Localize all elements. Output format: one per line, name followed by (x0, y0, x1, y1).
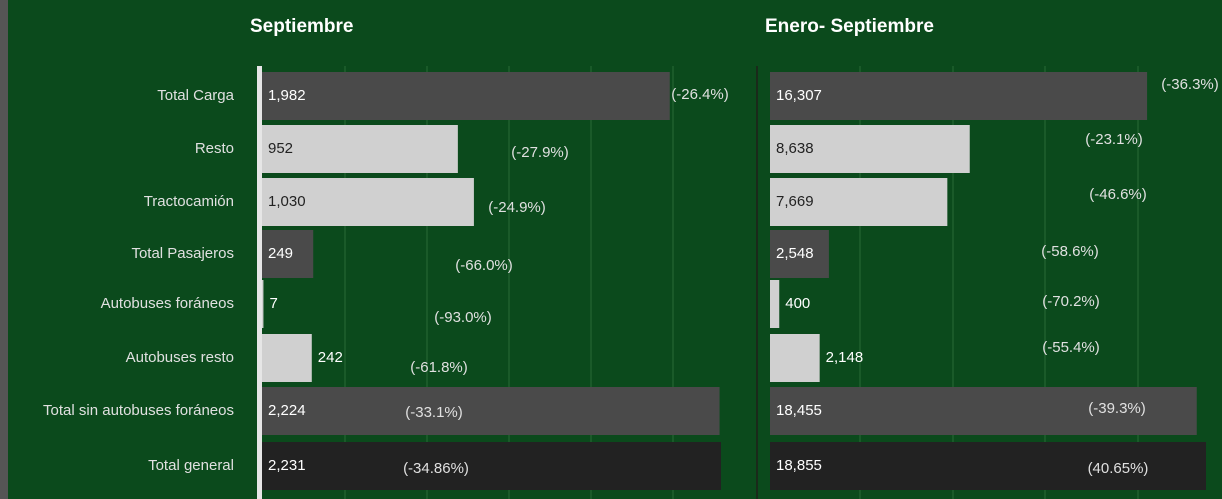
category-label: Total Pasajeros (131, 245, 234, 262)
value-label: 16,307 (776, 87, 822, 104)
change-label: (-70.2%) (1042, 293, 1100, 310)
value-label: 242 (318, 349, 343, 366)
change-label: (-26.4%) (671, 86, 729, 103)
bar (262, 334, 312, 382)
bar (262, 387, 720, 435)
change-label: (-66.0%) (455, 257, 513, 274)
bar (770, 387, 1197, 435)
change-label: (-23.1%) (1085, 131, 1143, 148)
value-label: 2,231 (268, 457, 306, 474)
bar (770, 72, 1148, 120)
value-label: 18,855 (776, 457, 822, 474)
value-label: 18,455 (776, 402, 822, 419)
change-label: (-24.9%) (488, 199, 546, 216)
panel-divider (756, 66, 758, 499)
value-label: 952 (268, 140, 293, 157)
value-label: 7,669 (776, 193, 814, 210)
category-label: Total general (148, 457, 234, 474)
axis-line (257, 66, 262, 499)
category-label: Resto (195, 140, 234, 157)
bar (770, 280, 780, 328)
change-label: (-61.8%) (410, 359, 468, 376)
change-label: (-55.4%) (1042, 339, 1100, 356)
change-label: (-58.6%) (1041, 243, 1099, 260)
bar (770, 334, 820, 382)
value-label: 2,548 (776, 245, 814, 262)
change-label: (-39.3%) (1088, 400, 1146, 417)
change-label: (-33.1%) (405, 404, 463, 421)
change-label: (-36.3%) (1161, 76, 1219, 93)
value-label: 2,148 (826, 349, 864, 366)
left-strip (0, 0, 8, 499)
change-label: (40.65%) (1088, 460, 1149, 477)
bar (770, 125, 970, 173)
value-label: 8,638 (776, 140, 814, 157)
value-label: 400 (785, 295, 810, 312)
bar (262, 178, 474, 226)
bar (770, 442, 1206, 490)
category-label: Total sin autobuses foráneos (43, 402, 234, 419)
bar (262, 230, 314, 278)
category-label: Autobuses foráneos (101, 295, 234, 312)
value-label: 2,224 (268, 402, 306, 419)
bar (262, 125, 458, 173)
category-label: Tractocamión (144, 193, 234, 210)
bar (770, 178, 948, 226)
bar (262, 442, 721, 490)
change-label: (-34.86%) (403, 460, 469, 477)
change-label: (-46.6%) (1089, 186, 1147, 203)
change-label: (-93.0%) (434, 309, 492, 326)
value-label: 1,982 (268, 87, 306, 104)
chart-title: Septiembre (250, 16, 353, 37)
bar (262, 72, 670, 120)
change-label: (-27.9%) (511, 144, 569, 161)
value-label: 1,030 (268, 193, 306, 210)
bar (262, 280, 264, 328)
chart-title: Enero- Septiembre (765, 16, 934, 37)
value-label: 7 (269, 295, 277, 312)
bar (770, 230, 829, 278)
value-label: 249 (268, 245, 293, 262)
category-label: Total Carga (157, 87, 234, 104)
category-label: Autobuses resto (126, 349, 234, 366)
